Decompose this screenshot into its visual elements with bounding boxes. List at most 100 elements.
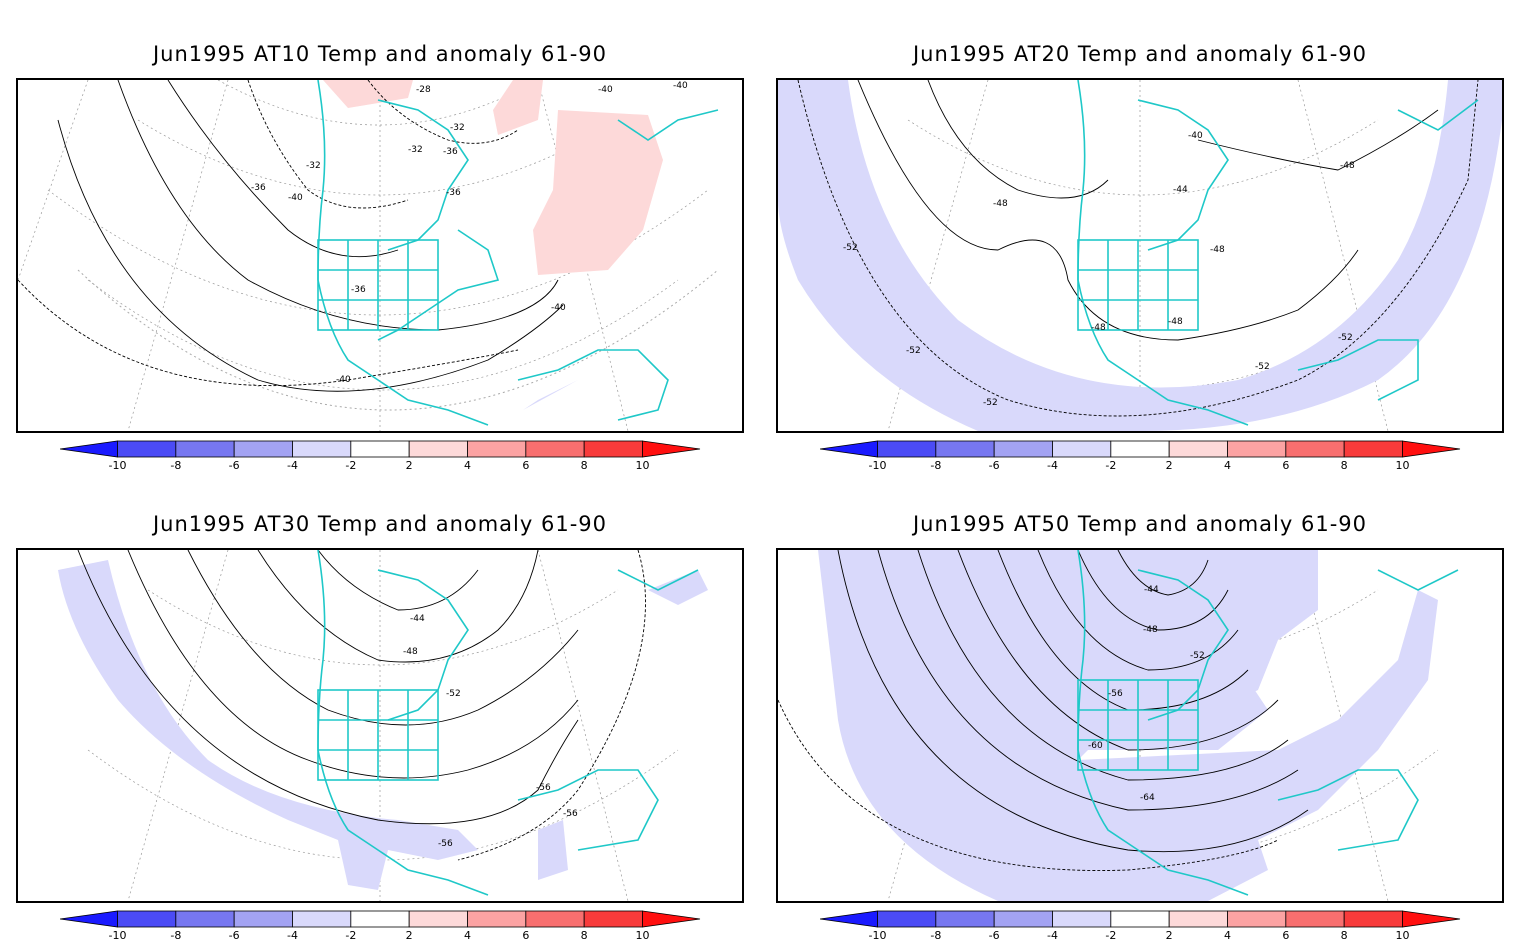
anomaly-fill — [323, 80, 663, 410]
contour-labels: -40 -44 -48 -48 -48 -48 -48 -52 -52 -52 … — [843, 131, 1355, 408]
contour-label: -40 — [598, 85, 613, 95]
graticule — [87, 550, 679, 901]
colorbar-tick-label: -2 — [1105, 459, 1116, 472]
panel-title: Jun1995 AT50 Temp and anomaly 61-90 — [912, 512, 1368, 536]
contour-label: -40 — [288, 193, 303, 203]
colorbar-swatch — [1285, 440, 1345, 458]
contour-label: -36 — [251, 183, 266, 193]
colorbar-swatch — [1227, 440, 1287, 458]
panel-title: Jun1995 AT20 Temp and anomaly 61-90 — [912, 42, 1368, 66]
colorbar-swatches — [820, 440, 1461, 458]
colorbar-tick-label: 8 — [581, 929, 588, 942]
colorbar-swatch — [233, 440, 293, 458]
colorbar-tick-label: -10 — [109, 459, 127, 472]
colorbar-swatch — [1052, 440, 1112, 458]
colorbar-swatch — [1168, 910, 1228, 928]
contour-label: -48 — [1168, 317, 1183, 327]
contour-label: -40 — [673, 81, 688, 91]
colorbar-tick-label: 6 — [522, 459, 529, 472]
negative-anomaly-region — [523, 350, 598, 410]
positive-anomaly-region — [323, 80, 413, 108]
contours — [797, 80, 1479, 417]
contour-label: -52 — [1190, 651, 1205, 661]
map-at10: -28 -32 -32 -32 -36 -36 -36 -36 -40 -40 … — [18, 80, 719, 431]
negative-anomaly-region — [818, 550, 1438, 901]
colorbar-swatch — [820, 440, 878, 458]
contour-label: -40 — [551, 303, 566, 313]
colorbar-tick-label: 2 — [1166, 459, 1173, 472]
colorbar-tick-label: -4 — [287, 459, 298, 472]
colorbar-swatch — [1168, 440, 1228, 458]
panel-title: Jun1995 AT30 Temp and anomaly 61-90 — [152, 512, 608, 536]
colorbar-tick-label: 6 — [1282, 459, 1289, 472]
colorbar-tick-label: -6 — [989, 459, 1000, 472]
colorbar-tick-label: -2 — [345, 459, 356, 472]
colorbar-swatch — [1343, 910, 1403, 928]
negative-anomaly-region — [538, 820, 568, 880]
colorbar-swatch — [408, 440, 468, 458]
contours — [18, 80, 564, 392]
colorbar-tick-label: 4 — [464, 459, 471, 472]
colorbar-swatch — [525, 440, 585, 458]
colorbar-swatch — [993, 440, 1053, 458]
contour-label: -44 — [410, 614, 425, 624]
contour-label: -36 — [443, 147, 458, 157]
colorbar-tick-label: 10 — [636, 459, 650, 472]
colorbar-swatches — [820, 910, 1461, 928]
colorbar-swatch — [1402, 440, 1461, 458]
colorbar-tick-label: 4 — [464, 929, 471, 942]
colorbar-swatch — [877, 440, 937, 458]
contour-labels: -28 -32 -32 -32 -36 -36 -36 -36 -40 -40 … — [251, 81, 688, 385]
colorbar: -10 -8 -6 -4 -2 2 4 6 8 10 — [60, 910, 701, 942]
contour-label: -52 — [1255, 362, 1270, 372]
colorbar-swatches — [60, 910, 701, 928]
coastlines — [1077, 80, 1479, 426]
contour-label: -56 — [438, 839, 453, 849]
contour-label: -56 — [536, 783, 551, 793]
colorbar-tick-label: 10 — [1396, 459, 1410, 472]
contour-label: -48 — [1210, 245, 1225, 255]
colorbar-tick-label: 6 — [522, 929, 529, 942]
colorbar-swatch — [117, 440, 177, 458]
colorbar-swatch — [525, 910, 585, 928]
anomaly-fill — [58, 560, 708, 890]
colorbar-swatch — [60, 910, 118, 928]
colorbar-tick-label: 8 — [1341, 929, 1348, 942]
map-at30: -44 -48 -52 -56 -56 -56 — [58, 550, 708, 901]
colorbar-swatch — [60, 440, 118, 458]
contour-label: -36 — [351, 285, 366, 295]
colorbar-swatch — [233, 910, 293, 928]
contour-labels: -44 -48 -52 -56 -60 -64 — [1088, 585, 1205, 803]
contour-label: -52 — [1338, 333, 1353, 343]
negative-anomaly-region — [778, 80, 1502, 431]
negative-anomaly-region — [58, 560, 478, 890]
colorbar-tick-label: -6 — [229, 459, 240, 472]
contour-label: -32 — [306, 161, 321, 171]
contour-label: -40 — [1188, 131, 1203, 141]
colorbar-tick-label: -8 — [930, 929, 941, 942]
colorbar-swatch — [408, 910, 468, 928]
colorbar-tick-label: 2 — [1166, 929, 1173, 942]
contour-label: -56 — [563, 809, 578, 819]
contour-label: -52 — [906, 346, 921, 356]
colorbar-swatches — [60, 440, 701, 458]
coastlines — [317, 80, 719, 426]
colorbar-tick-label: -6 — [989, 929, 1000, 942]
contour-label: -44 — [1144, 585, 1159, 595]
contour-label: -60 — [1088, 741, 1103, 751]
contour-label: -52 — [843, 243, 858, 253]
contour-labels: -44 -48 -52 -56 -56 -56 — [403, 614, 578, 849]
colorbar-swatch — [117, 910, 177, 928]
map-frame: -28 -32 -32 -32 -36 -36 -36 -36 -40 -40 … — [16, 78, 744, 433]
colorbar: -10 -8 -6 -4 -2 2 4 6 8 10 — [820, 440, 1461, 472]
colorbar-swatch — [993, 910, 1053, 928]
colorbar-tick-label: -8 — [930, 459, 941, 472]
colorbar-tick-label: -6 — [229, 929, 240, 942]
map-at20: -40 -44 -48 -48 -48 -48 -48 -52 -52 -52 … — [778, 80, 1502, 431]
colorbar: -10 -8 -6 -4 -2 2 4 6 8 10 — [60, 440, 701, 472]
colorbar-tick-label: 8 — [1341, 459, 1348, 472]
contour-label: -56 — [1108, 689, 1123, 699]
colorbar-swatch — [877, 910, 937, 928]
colorbar-swatch — [350, 910, 410, 928]
anomaly-fill — [778, 80, 1502, 431]
